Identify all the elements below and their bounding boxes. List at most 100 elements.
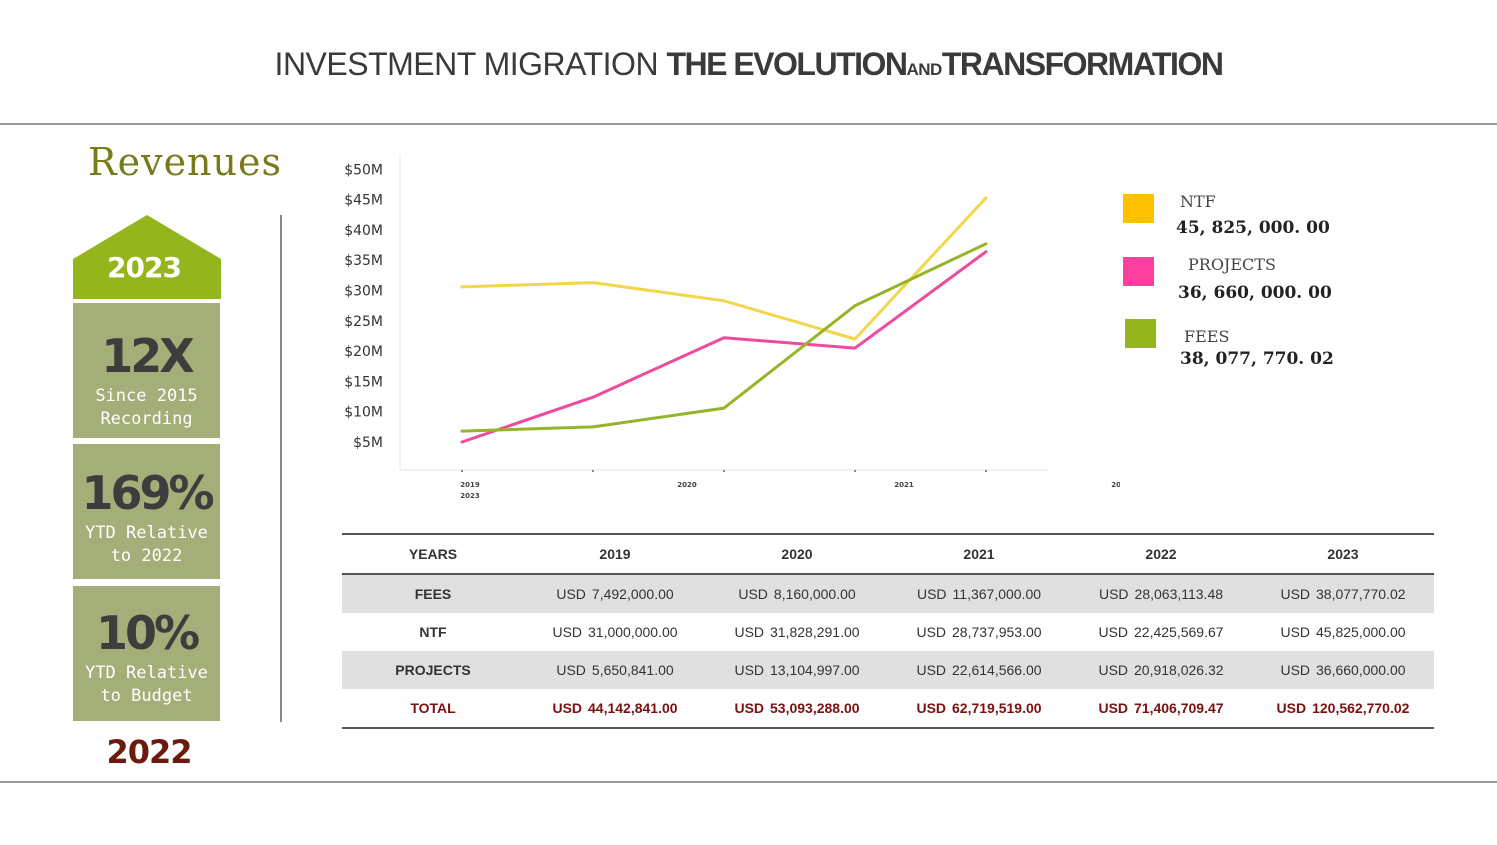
table-cell: USD 38,077,770.02 [1252,574,1434,613]
series-line-fees [460,242,988,433]
table-cell: USD 28,063,113.48 [1070,574,1252,613]
currency-label: USD [734,624,765,640]
x-tick-label: 2021 [894,481,914,489]
currency-label: USD [1280,586,1311,602]
banner-shape [73,215,221,299]
amount: 44,142,841.00 [588,700,678,716]
y-tick-label: $20M [344,344,383,360]
stat-value: 10% [95,606,200,660]
amount: 36,660,000.00 [1316,662,1406,678]
amount: 31,000,000.00 [588,624,678,640]
title-light: INVESTMENT MIGRATION [274,46,659,82]
sidebar-divider [280,215,282,722]
amount: 13,104,997.00 [770,662,860,678]
row-label: PROJECTS [395,662,471,678]
legend-name-ntf: NTF [1180,192,1216,211]
amount: 38,077,770.02 [1316,586,1406,602]
currency-label: USD [916,662,947,678]
revenue-table: YEARS 2019 2020 2021 2022 2023 FEES USD 7,… [342,533,1434,729]
table-row: FEES USD 7,492,000.00 USD 8,160,000.00 USD 11,… [342,574,1434,613]
currency-label: USD [1276,700,1307,716]
stat-label: to 2022 [110,546,183,566]
currency-label: USD [738,586,768,602]
legend-swatch-fees [1125,319,1156,348]
stat-value: 12X [101,329,194,383]
table-row: TOTAL USD 44,142,841.00 USD 53,093,288.00 USD… [342,689,1434,728]
series-line-ntf [460,196,988,341]
currency-label: USD [552,700,583,716]
row-label: NTF [419,624,447,640]
currency-label: USD [1098,624,1129,640]
y-tick-label: $35M [344,253,383,269]
table-header: 2023 [1252,534,1434,575]
stat-label: Recording [100,409,193,429]
x-tick-label: 2019 [460,481,480,489]
legend-swatch-ntf [1123,194,1154,223]
currency-label: USD [1280,624,1311,640]
table-cell: USD 71,406,709.47 [1070,689,1252,728]
y-tick-label: $45M [344,193,383,209]
stat-label: to Budget [100,686,193,706]
currency-label: USD [556,662,586,678]
y-tick-label: $5M [353,435,383,451]
amount: 5,650,841.00 [591,662,674,678]
table-cell: USD 13,104,997.00 [706,651,888,689]
title-bold-1: THE EVOLUTION [666,46,908,82]
table-cell: USD 120,562,770.02 [1252,689,1434,728]
amount: 7,492,000.00 [591,586,674,602]
y-tick-label: $50M [344,162,383,178]
series-line-projects [460,250,988,444]
row-label: TOTAL [410,700,456,716]
table-cell: USD 7,492,000.00 [524,574,706,613]
x-tick-label: 2020 [677,481,697,489]
amount: 8,160,000.00 [773,586,856,602]
table-header-row: YEARS 2019 2020 2021 2022 2023 [342,534,1434,575]
y-axis: $5M $10M $15M $20M $25M $30M $35M $40M $45M $50M [344,154,401,470]
table-cell: USD 53,093,288.00 [706,689,888,728]
table-cell: USD 45,825,000.00 [1252,613,1434,651]
amount: 28,737,953.00 [952,624,1042,640]
revenue-line-chart: $5M$10M$15M$20M$25M$30M$35M$40M$45M$50M … [344,154,1120,500]
legend-name-projects: PROJECTS [1188,255,1276,274]
table-cell: USD 31,000,000.00 [524,613,706,651]
table-cell: USD 36,660,000.00 [1252,651,1434,689]
amount: 53,093,288.00 [770,700,860,716]
x-tick-label: 2022 [1111,481,1120,489]
table-row: PROJECTS USD 5,650,841.00 USD 13,104,997.00 U… [342,651,1434,689]
table-cell: USD 22,425,569.67 [1070,613,1252,651]
revenues-title: Revenues [88,140,282,184]
currency-label: USD [916,700,947,716]
currency-label: USD [734,700,765,716]
currency-label: USD [552,624,583,640]
header-divider [0,123,1497,125]
x-tick-label: 2023 [460,492,480,500]
y-tick-label: $40M [344,223,383,239]
table-header: YEARS [342,534,524,575]
stat-label: YTD Relative [85,523,208,543]
currency-label: USD [916,624,947,640]
table-cell: USD 31,828,291.00 [706,613,888,651]
table-header: 2022 [1070,534,1252,575]
table-cell: USD 20,918,026.32 [1070,651,1252,689]
currency-label: USD [556,586,586,602]
table-header: 2019 [524,534,706,575]
currency-label: USD [1280,662,1311,678]
stat-label: Since 2015 [95,386,198,406]
amount: 22,614,566.00 [952,662,1042,678]
stat-box-growth: 12X Since 2015 Recording [73,303,220,438]
amount: 22,425,569.67 [1134,624,1224,640]
legend-value-fees: 38, 077, 770. 02 [1180,349,1334,369]
table-row: NTF USD 31,000,000.00 USD 31,828,291.00 USD 28… [342,613,1434,651]
table-cell: USD 5,650,841.00 [524,651,706,689]
amount: 62,719,519.00 [952,700,1042,716]
amount: 45,825,000.00 [1316,624,1406,640]
y-tick-label: $25M [344,314,383,330]
page-title: INVESTMENT MIGRATION THE EVOLUTIONANDTRA… [0,46,1497,83]
table-header: 2020 [706,534,888,575]
bottom-year: 2022 [106,733,192,771]
currency-label: USD [916,586,947,602]
year-banner: 2023 [73,215,221,299]
amount: 11,367,000.00 [952,586,1042,602]
amount: 20,918,026.32 [1134,662,1224,678]
stat-label: YTD Relative [85,663,208,683]
